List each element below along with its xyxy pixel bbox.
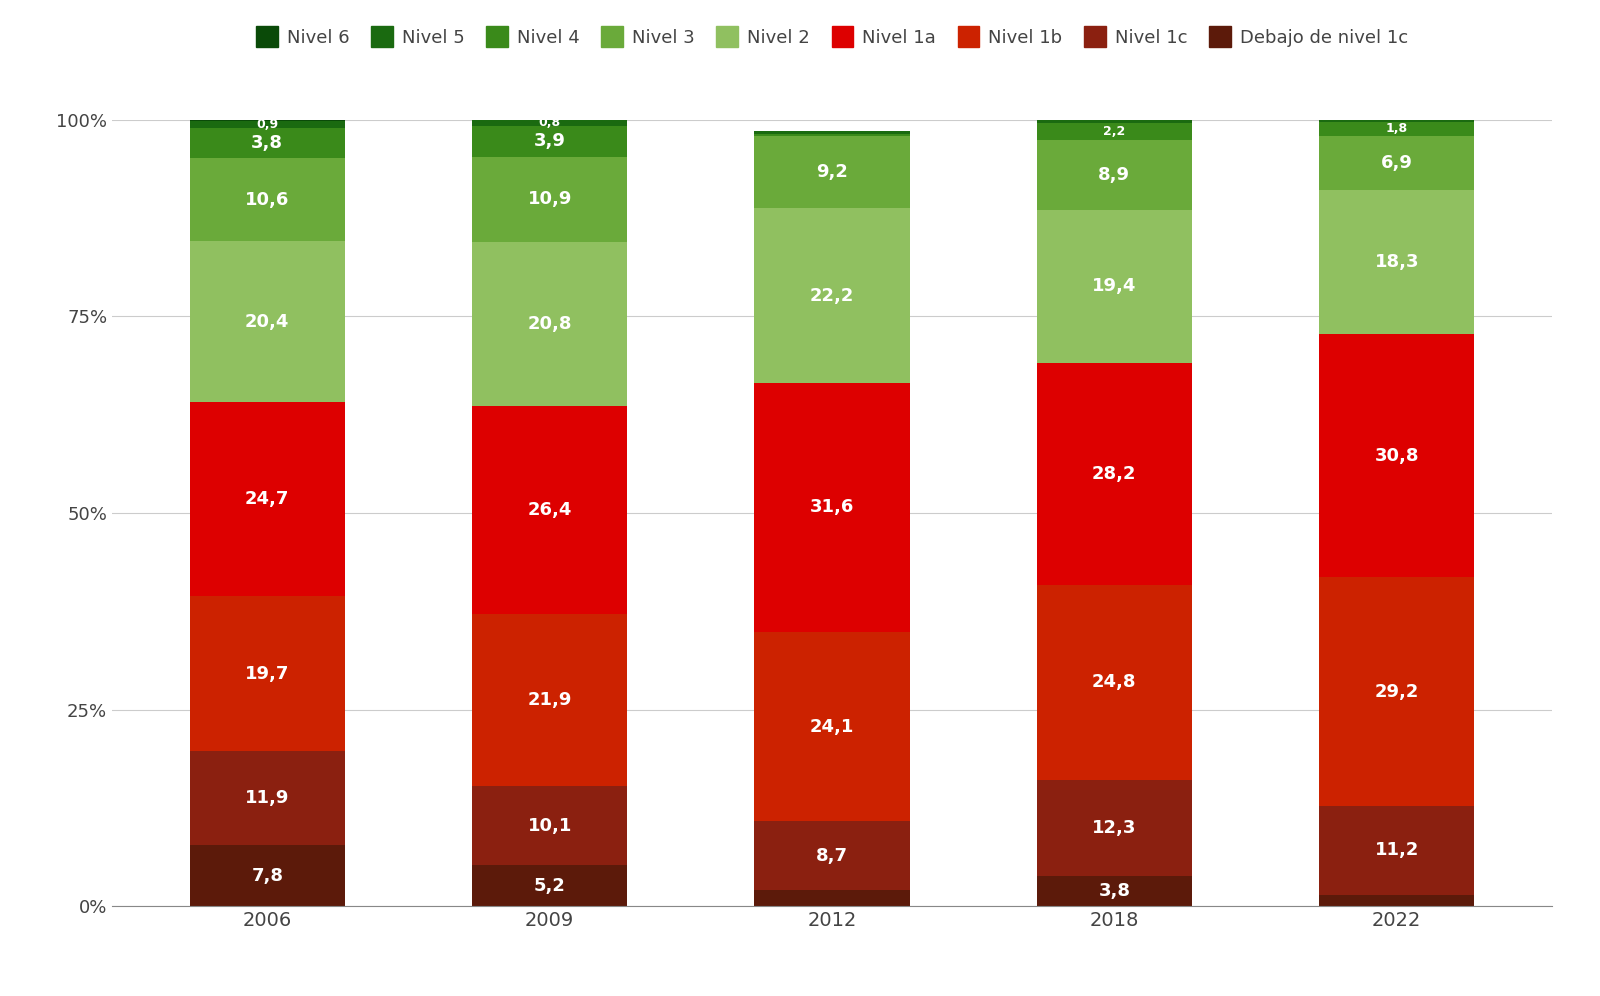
Bar (190, 597, 346, 751)
Bar (190, 751, 346, 845)
Text: 30,8: 30,8 (1374, 446, 1419, 464)
Bar (1037, 876, 1192, 906)
Bar (472, 156, 627, 242)
Bar (190, 120, 346, 122)
Text: 5,2: 5,2 (534, 876, 565, 894)
Bar (1037, 140, 1192, 210)
Text: 26,4: 26,4 (528, 501, 571, 519)
Bar (754, 133, 910, 136)
Bar (1037, 585, 1192, 780)
Bar (1318, 335, 1474, 577)
Text: 0,9: 0,9 (256, 119, 278, 131)
Text: 8,7: 8,7 (816, 847, 848, 865)
Text: 11,9: 11,9 (245, 789, 290, 807)
Text: 3,8: 3,8 (1098, 882, 1130, 900)
Bar (754, 889, 910, 906)
Bar (1318, 190, 1474, 335)
Bar (1318, 122, 1474, 136)
Bar (754, 822, 910, 889)
Text: 28,2: 28,2 (1093, 464, 1136, 483)
Text: 22,2: 22,2 (810, 287, 854, 305)
Bar (472, 786, 627, 866)
Text: 3,9: 3,9 (534, 132, 565, 150)
Bar (1037, 210, 1192, 363)
Text: 29,2: 29,2 (1374, 682, 1419, 700)
Bar (190, 845, 346, 906)
Bar (1037, 363, 1192, 585)
Legend: Nivel 6, Nivel 5, Nivel 4, Nivel 3, Nivel 2, Nivel 1a, Nivel 1b, Nivel 1c, Debaj: Nivel 6, Nivel 5, Nivel 4, Nivel 3, Nive… (256, 26, 1408, 47)
Text: 7,8: 7,8 (251, 867, 283, 884)
Bar (472, 614, 627, 786)
Text: 24,1: 24,1 (810, 717, 854, 736)
Bar (1037, 123, 1192, 140)
Bar (472, 242, 627, 406)
Bar (190, 241, 346, 402)
Text: 24,7: 24,7 (245, 490, 290, 508)
Text: 8,9: 8,9 (1098, 166, 1130, 184)
Bar (754, 208, 910, 383)
Bar (754, 631, 910, 822)
Bar (754, 383, 910, 631)
Bar (190, 158, 346, 241)
Text: 31,6: 31,6 (810, 498, 854, 517)
Text: 20,8: 20,8 (528, 315, 571, 333)
Bar (190, 128, 346, 158)
Text: 20,4: 20,4 (245, 313, 290, 331)
Text: 3,8: 3,8 (251, 134, 283, 152)
Text: 9,2: 9,2 (816, 163, 848, 181)
Text: 18,3: 18,3 (1374, 253, 1419, 271)
Text: 6,9: 6,9 (1381, 154, 1413, 172)
Bar (1318, 894, 1474, 906)
Text: 10,9: 10,9 (528, 190, 571, 208)
Bar (1318, 807, 1474, 894)
Text: 19,7: 19,7 (245, 665, 290, 683)
Bar (1318, 577, 1474, 807)
Bar (1318, 136, 1474, 190)
Bar (472, 866, 627, 906)
Text: 0,8: 0,8 (539, 117, 560, 129)
Text: 2,2: 2,2 (1104, 124, 1125, 137)
Bar (1037, 780, 1192, 876)
Bar (1318, 120, 1474, 122)
Text: 19,4: 19,4 (1093, 277, 1136, 296)
Text: 12,3: 12,3 (1093, 819, 1136, 837)
Bar (190, 402, 346, 597)
Bar (190, 122, 346, 128)
Text: 21,9: 21,9 (528, 691, 571, 709)
Bar (1037, 121, 1192, 123)
Bar (472, 125, 627, 156)
Text: 10,1: 10,1 (528, 817, 571, 835)
Text: 10,6: 10,6 (245, 191, 290, 209)
Bar (754, 131, 910, 133)
Text: 24,8: 24,8 (1093, 673, 1136, 691)
Text: 11,2: 11,2 (1374, 842, 1419, 860)
Bar (754, 136, 910, 208)
Text: 1,8: 1,8 (1386, 123, 1408, 135)
Bar (472, 120, 627, 125)
Bar (472, 406, 627, 614)
